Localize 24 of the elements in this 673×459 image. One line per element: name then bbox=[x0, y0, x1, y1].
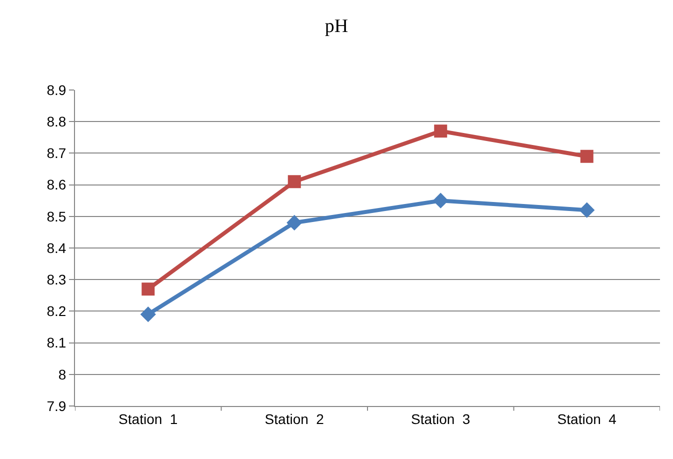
point bbox=[434, 124, 448, 138]
chart-title: pH bbox=[324, 16, 348, 37]
y-tick-label: 7.9 bbox=[46, 398, 66, 414]
point bbox=[140, 306, 156, 322]
x-tick-label: Station 1 bbox=[118, 410, 178, 427]
y-tick-label: 8.2 bbox=[46, 303, 66, 320]
y-tick-label: 8.9 bbox=[46, 82, 66, 98]
y-tick-label: 8.5 bbox=[46, 208, 66, 224]
point bbox=[432, 192, 448, 208]
point bbox=[580, 150, 594, 163]
x-tick-label: Station 3 bbox=[411, 410, 470, 427]
point bbox=[288, 175, 301, 188]
point bbox=[286, 214, 302, 231]
y-tick-label: 8.7 bbox=[46, 145, 66, 162]
y-tick-label: 8.8 bbox=[46, 114, 66, 130]
y-tick-label: 8.6 bbox=[46, 176, 66, 193]
y-tick-label: 8 bbox=[58, 366, 66, 382]
y-tick-label: 8.4 bbox=[46, 240, 66, 256]
y-tick-label: 8.1 bbox=[46, 334, 66, 351]
point bbox=[142, 282, 155, 296]
x-tick-label: Station 2 bbox=[264, 410, 324, 427]
point bbox=[579, 202, 595, 218]
y-tick-label: 8.3 bbox=[46, 272, 66, 288]
x-tick-label: Station 4 bbox=[557, 410, 617, 427]
